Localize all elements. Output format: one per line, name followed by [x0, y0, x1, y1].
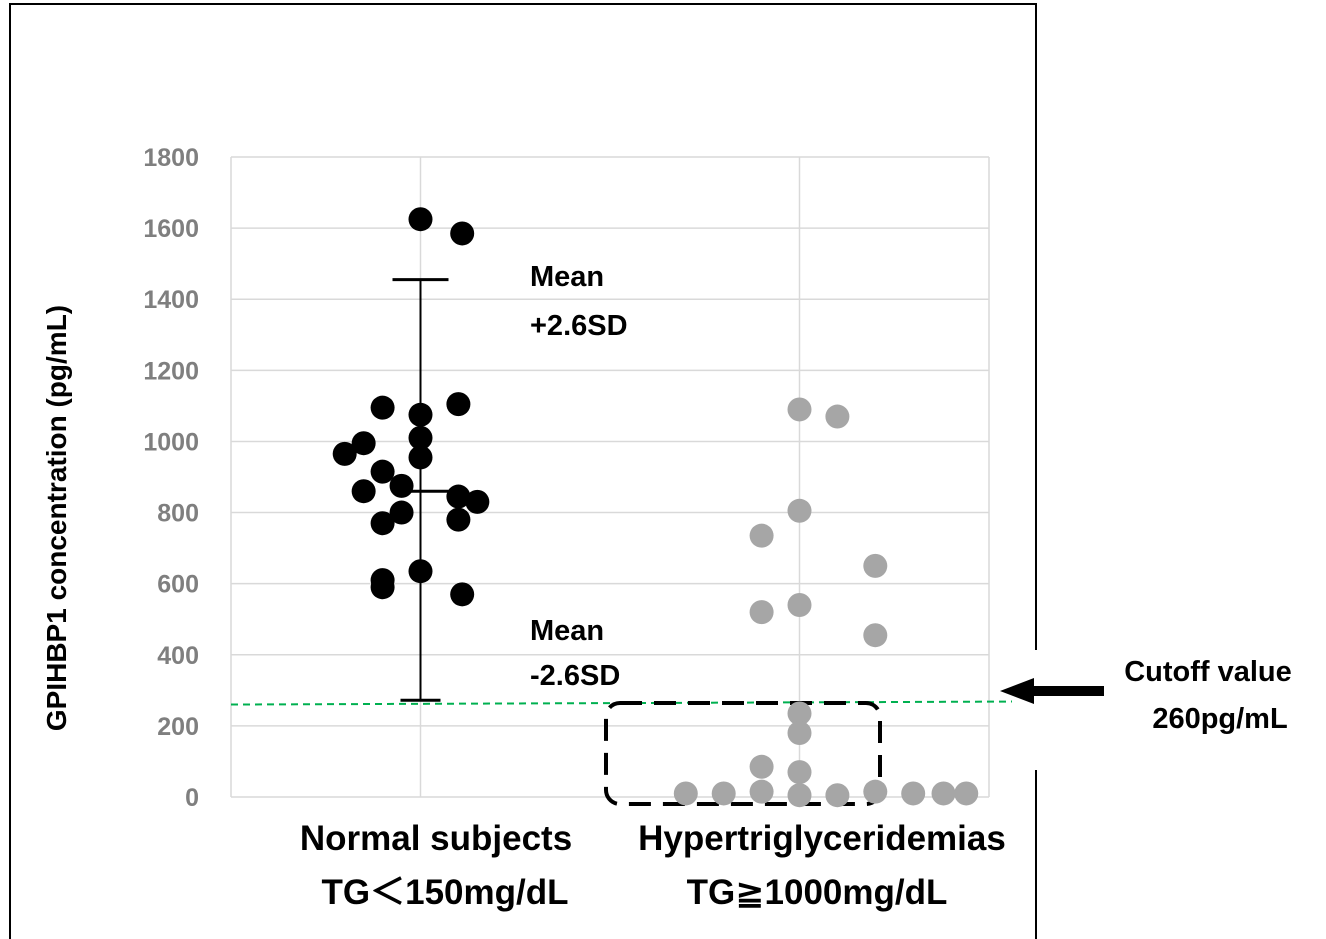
data-point-series-2	[954, 781, 979, 806]
data-point-series-1	[370, 395, 395, 420]
data-point-series-1	[408, 425, 433, 450]
data-point-series-2	[787, 593, 812, 617]
y-tick-label: 1400	[143, 286, 199, 314]
data-point-series-1	[370, 459, 395, 484]
y-tick-label: 200	[157, 713, 199, 741]
frame-gap	[1028, 650, 1044, 770]
data-point-series-1	[351, 431, 376, 456]
data-point-series-2	[787, 397, 812, 422]
data-point-series-1	[389, 500, 414, 525]
data-point-series-2	[825, 404, 850, 429]
data-point-series-2	[711, 781, 736, 806]
data-point-series-2	[863, 553, 888, 578]
category-label-hyper-line1: Hypertriglyceridemias	[638, 819, 1006, 858]
data-point-series-1	[446, 484, 471, 509]
data-point-series-1	[370, 575, 395, 600]
data-point-series-2	[931, 781, 956, 806]
data-point-series-1	[408, 445, 433, 470]
data-point-series-1	[446, 392, 471, 417]
data-point-series-2	[673, 781, 698, 806]
data-point-series-2	[863, 623, 888, 648]
upper-sd-label-line2: +2.6SD	[530, 310, 628, 342]
y-tick-label: 1800	[143, 144, 199, 172]
y-tick-label: 800	[157, 500, 199, 528]
data-point-series-1	[446, 507, 471, 532]
data-point-series-2	[787, 721, 812, 745]
cutoff-arrow-icon	[1000, 678, 1104, 704]
data-point-series-2	[787, 783, 812, 808]
data-point-series-2	[787, 498, 812, 523]
below-cutoff-box	[604, 701, 882, 806]
data-point-series-2	[863, 779, 888, 804]
y-axis-label: GPIHBP1 concentration (pg/mL)	[41, 305, 72, 731]
data-point-series-2	[825, 783, 850, 808]
data-point-series-2	[749, 523, 774, 548]
category-label-normal-line2: TG＜150mg/dL	[322, 873, 569, 912]
data-point-series-2	[901, 781, 926, 806]
figure-frame	[9, 3, 1037, 939]
data-point-series-1	[450, 221, 475, 246]
data-point-series-2	[749, 600, 774, 625]
cutoff-label-line2: 260pg/mL	[1152, 703, 1287, 735]
y-tick-labels: 0 200 400 600 800 1000 1200 1400 1600 1800	[143, 144, 199, 812]
data-point-series-1	[408, 402, 433, 427]
data-point-series-2	[749, 779, 774, 804]
data-point-series-1	[408, 207, 433, 232]
y-tick-label: 1200	[143, 357, 199, 385]
data-point-series-1	[332, 441, 357, 466]
lower-sd-label-line1: Mean	[530, 615, 604, 647]
lower-sd-label-line2: -2.6SD	[530, 660, 620, 692]
data-point-series-1	[450, 582, 475, 607]
y-tick-label: 1000	[143, 428, 199, 456]
y-tick-label: 400	[157, 642, 199, 670]
data-point-series-1	[351, 479, 376, 504]
data-point-series-1	[465, 489, 490, 514]
y-tick-label: 1600	[143, 215, 199, 243]
data-point-series-2	[749, 754, 774, 779]
category-label-normal-line1: Normal subjects	[300, 819, 572, 858]
data-point-series-1	[389, 473, 414, 498]
cutoff-label-line1: Cutoff value	[1124, 656, 1292, 688]
data-point-series-1	[408, 559, 433, 584]
y-tick-label: 0	[185, 784, 199, 812]
data-point-series-1	[370, 511, 395, 536]
error-bar	[392, 278, 449, 702]
gridlines	[230, 156, 990, 798]
category-label-hyper-line2: TG≧1000mg/dL	[687, 873, 948, 912]
y-tick-label: 600	[157, 571, 199, 599]
data-points	[332, 207, 979, 808]
data-point-series-2	[787, 760, 812, 785]
upper-sd-label-line1: Mean	[530, 261, 604, 293]
data-point-series-2	[787, 701, 812, 726]
